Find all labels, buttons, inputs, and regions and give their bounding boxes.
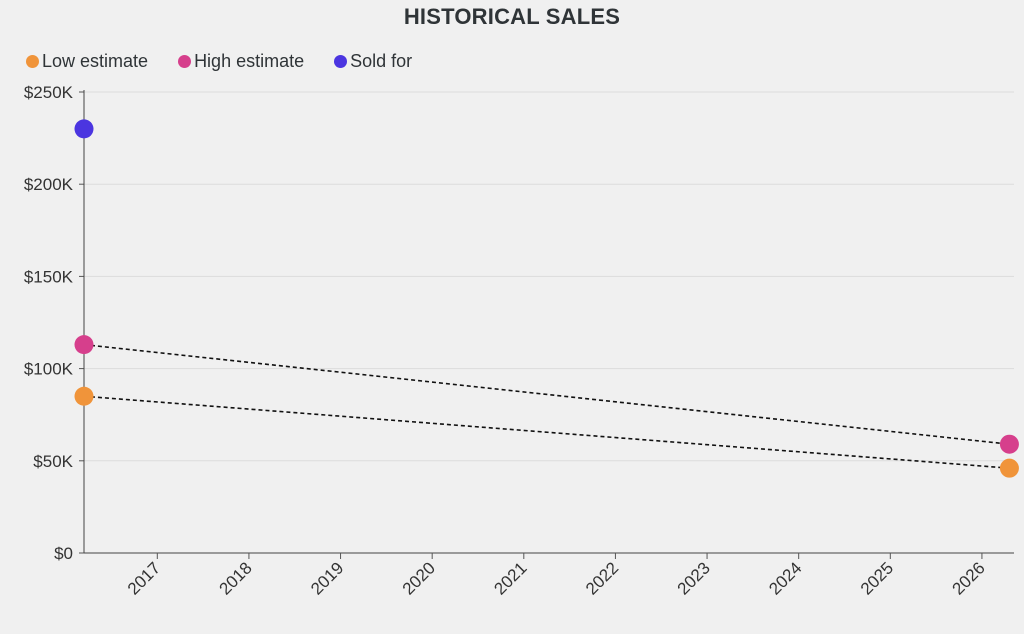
legend-label-low-estimate: Low estimate: [42, 51, 149, 71]
legend-item-high-estimate[interactable]: High estimate: [178, 51, 304, 72]
y-tick-label: $100K: [24, 360, 74, 379]
x-tick-label: 2017: [124, 558, 164, 598]
legend-label-sold-for: Sold for: [350, 51, 413, 71]
data-point-low-estimate: Low estimate: 46000: [999, 458, 1019, 478]
data-point-high-estimate: High estimate: 113000: [74, 335, 94, 355]
x-tick-label: 2018: [216, 558, 256, 598]
y-tick-label: $0: [54, 544, 73, 563]
data-point-high-estimate: High estimate: 59000: [999, 434, 1019, 454]
legend-label-high-estimate: High estimate: [194, 51, 305, 71]
x-tick-label: 2026: [949, 558, 989, 598]
legend-item-low-estimate[interactable]: Low estimate: [26, 51, 148, 72]
legend-marker-high-estimate: [178, 55, 192, 68]
connector-line-low-estimate: [83, 395, 1010, 469]
legend-marker-sold-for: [334, 55, 348, 68]
data-point-low-estimate: Low estimate: 85000: [74, 386, 94, 406]
legend-marker-low-estimate: [26, 55, 39, 68]
x-tick-label: 2019: [307, 558, 347, 598]
y-tick-label: $50K: [33, 452, 73, 471]
x-tick-label: 2021: [490, 558, 530, 598]
y-tick-label: $150K: [24, 267, 74, 286]
x-tick-label: 2025: [857, 558, 897, 598]
x-tick-label: 2024: [765, 558, 805, 598]
legend: Low estimate High estimate Sold for: [26, 51, 412, 72]
chart-title: HISTORICAL SALES: [403, 4, 621, 29]
x-tick-label: 2020: [399, 558, 439, 598]
connector-line-high-estimate: [83, 343, 1010, 445]
y-tick-label: $250K: [24, 83, 74, 102]
x-tick-label: 2022: [582, 558, 622, 598]
legend-item-sold-for[interactable]: Sold for: [334, 51, 412, 72]
data-point-sold-for: Sold for: 230000: [74, 119, 94, 139]
y-tick-label: $200K: [24, 175, 74, 194]
x-tick-label: 2023: [674, 558, 714, 598]
